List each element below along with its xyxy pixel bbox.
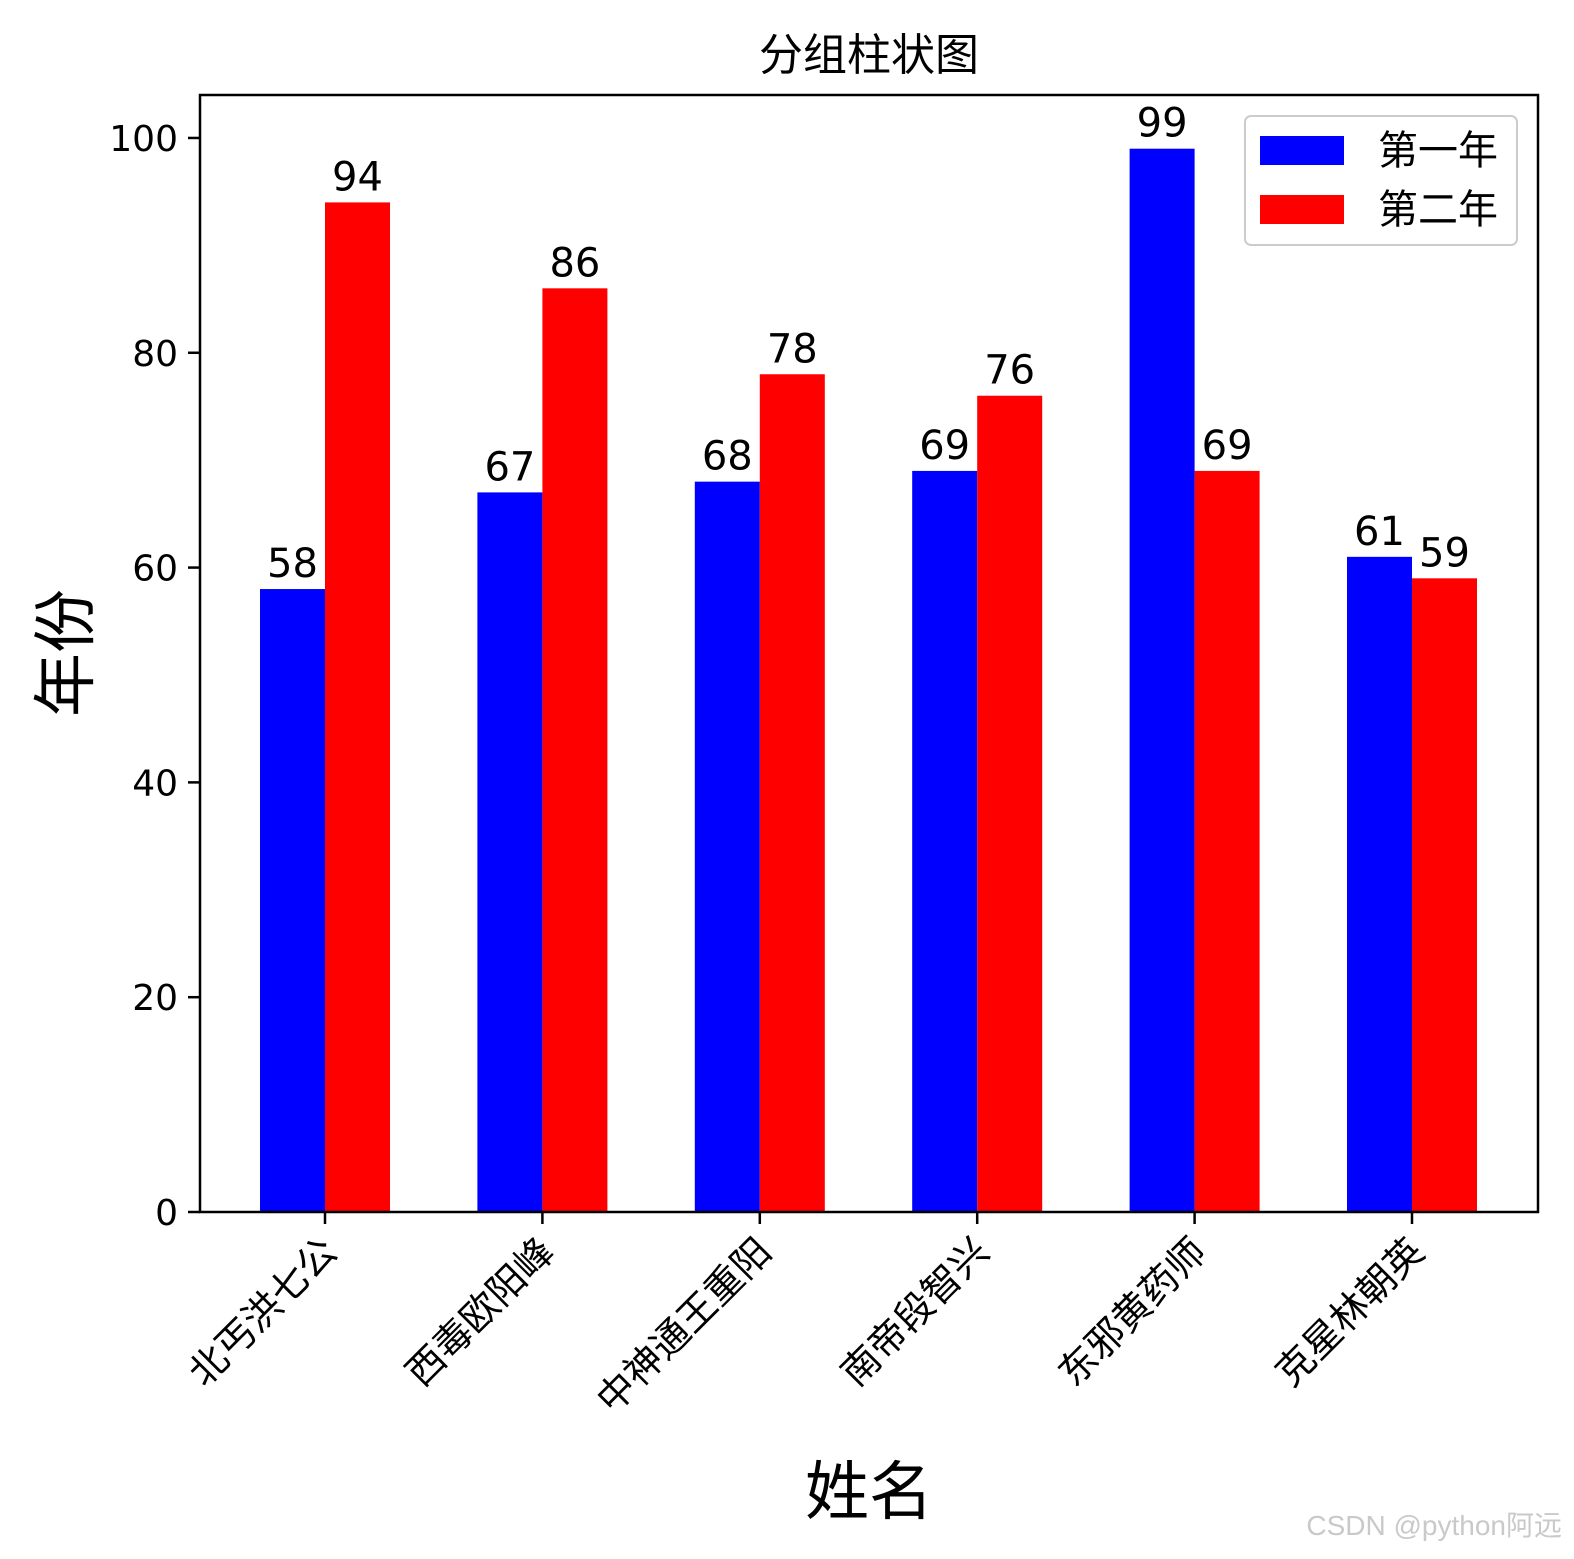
- y-tick-label: 0: [155, 1193, 178, 1234]
- bar-second-year: [542, 288, 608, 1213]
- bar-second-year: [1412, 578, 1477, 1212]
- y-axis: 0 20 40 60 80 100: [109, 119, 200, 1234]
- bar-value-label: 86: [549, 240, 600, 286]
- legend-label-first-year: 第一年: [1378, 128, 1498, 174]
- bar-second-year: [325, 202, 390, 1213]
- y-tick-label: 60: [132, 549, 178, 590]
- bar-second-year: [759, 374, 825, 1212]
- bar-value-label: 61: [1354, 509, 1405, 555]
- y-tick-label: 40: [132, 763, 178, 804]
- y-tick-label: 20: [132, 978, 178, 1019]
- bar-first-year: [477, 492, 543, 1212]
- bar-value-label: 94: [332, 154, 383, 200]
- bar-first-year: [912, 470, 978, 1212]
- legend: 第一年 第二年: [1244, 115, 1518, 246]
- bar-value-label: 76: [984, 348, 1035, 394]
- bar-second-year: [977, 395, 1043, 1212]
- bar-value-label: 78: [767, 326, 818, 372]
- chart-title: 分组柱状图: [759, 30, 979, 81]
- y-tick-label: 80: [132, 334, 178, 375]
- y-tick-label: 100: [109, 119, 178, 160]
- legend-label-second-year: 第二年: [1378, 187, 1498, 233]
- bar-first-year: [1347, 556, 1412, 1212]
- bar-first-year: [260, 589, 325, 1212]
- bar-value-label: 99: [1137, 101, 1188, 147]
- bars-layer: [260, 148, 1477, 1213]
- bar-first-year: [1129, 148, 1195, 1213]
- bar-value-label: 59: [1419, 530, 1470, 576]
- bar-value-label: 58: [267, 541, 318, 587]
- y-axis-label: 年份: [30, 589, 104, 717]
- bar-first-year: [694, 481, 760, 1213]
- legend-swatch-first-year: [1260, 136, 1344, 165]
- bar-second-year: [1194, 470, 1260, 1212]
- bar-value-label: 69: [919, 423, 970, 469]
- value-labels-layer: 58 94 67 86 68 78 69 76 99 69 61 59: [267, 101, 1470, 587]
- bar-value-label: 67: [484, 444, 535, 490]
- x-axis-label: 姓名: [805, 1456, 933, 1530]
- plot-frame: [198, 93, 1540, 1214]
- bar-value-label: 69: [1202, 423, 1253, 469]
- legend-swatch-second-year: [1260, 195, 1344, 224]
- bar-value-label: 68: [702, 434, 753, 480]
- watermark: CSDN @python阿远: [1306, 1510, 1562, 1541]
